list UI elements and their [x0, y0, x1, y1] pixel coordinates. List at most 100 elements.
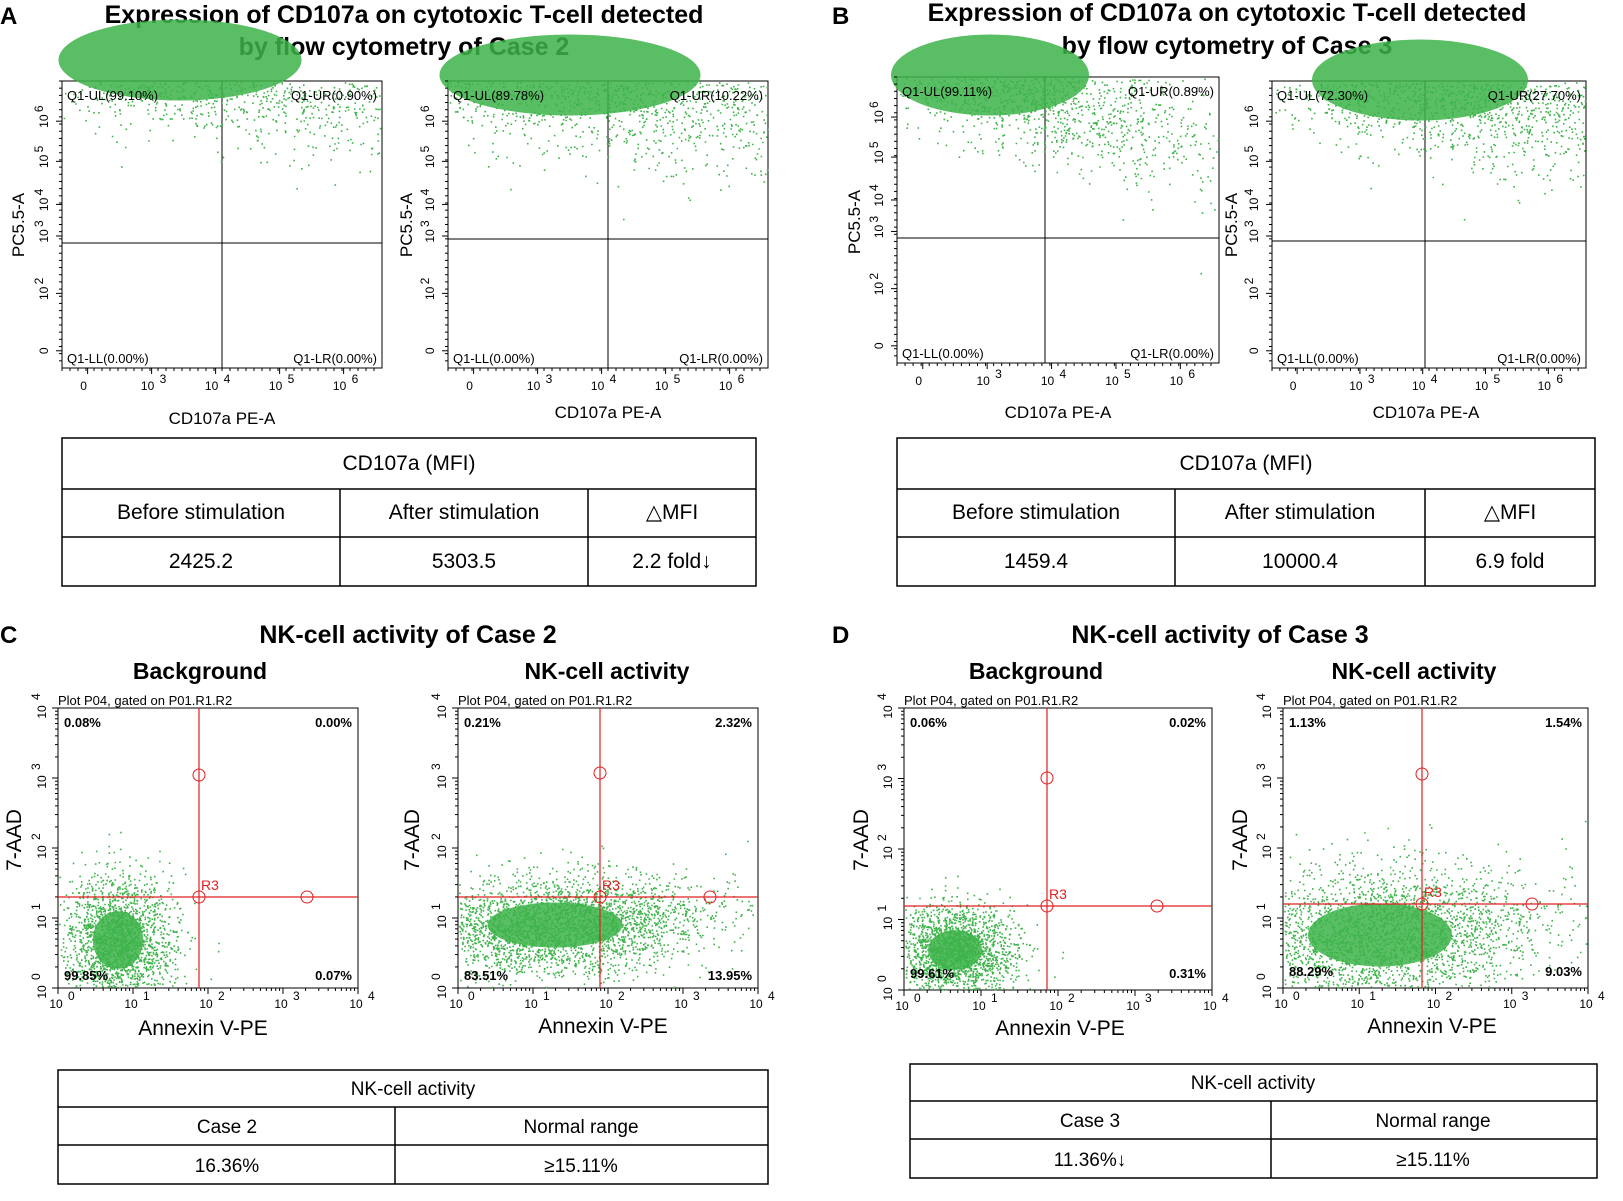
scatter-dots: [1275, 82, 1587, 221]
y-tick-exp: 2: [1242, 277, 1256, 284]
y-tick-label: 10: [1247, 154, 1261, 168]
gate-handle: [1040, 899, 1054, 913]
y-tick-exp: 4: [29, 693, 43, 700]
y-tick-label: 10: [872, 224, 886, 238]
nk-plot-d2: Plot P04, gated on P01.R1.R2 R3 1.13% 1.…: [1229, 693, 1605, 1038]
x-tick-label: 10: [1538, 379, 1552, 393]
x-axis-label: Annexin V-PE: [138, 1017, 268, 1040]
y-axis-label: 7-AAD: [850, 809, 873, 871]
y-tick-label: 10: [1260, 775, 1274, 789]
x-tick-label: 10: [1351, 997, 1365, 1011]
y-tick-label: 10: [1247, 286, 1261, 300]
quadrant-ur-label: Q1-UR(0.89%): [1128, 84, 1214, 99]
col-before-stimulation: Before stimulation: [952, 501, 1120, 524]
y-tick-exp: 2: [429, 833, 443, 840]
y-tick-exp: 6: [418, 105, 432, 112]
axis-ticks: 10 0 10 0 10 1 10 1 10 2 10 2 10 3 10 3 10 4 10 4: [429, 693, 775, 1011]
y-tick-label: 10: [423, 286, 437, 300]
y-tick-label: 10: [881, 705, 895, 719]
y-tick-exp: 0: [1254, 973, 1268, 980]
y-tick-exp: 1: [29, 903, 43, 910]
y-axis-label: PC5.5-A: [9, 192, 28, 257]
value-delta: 2.2 fold↓: [632, 550, 711, 573]
panel-b: B Expression of CD107a on cytotoxic T-ce…: [832, 0, 1596, 587]
quadrant-lr-pct: 9.03%: [1545, 964, 1582, 979]
axis-ticks: 0 10 3 10 4 10 5 10 6 0 10 2 10 3 10 4 10 5 10 6: [32, 80, 375, 393]
gate-label: R3: [201, 877, 219, 893]
x-tick-exp: 0: [468, 989, 475, 1003]
quadrant-ur-label: Q1-UR(27.70%): [1488, 88, 1581, 103]
scatter-dots: [63, 82, 382, 190]
x-tick-label: 10: [527, 379, 541, 393]
quadrant-ur-label: Q1-UR(0.90%): [291, 88, 377, 103]
value-before: 1459.4: [1004, 550, 1069, 573]
gate-label: R3: [1049, 886, 1067, 902]
x-tick-label: 10: [524, 997, 538, 1011]
y-tick-label: 10: [881, 776, 895, 790]
y-axis-label: 7-AAD: [1229, 809, 1252, 871]
x-axis-label: CD107a PE-A: [555, 403, 662, 422]
y-tick-label: 10: [37, 286, 51, 300]
panel-a: A Expression of CD107a on cytotoxic T-ce…: [0, 1, 769, 587]
x-tick-exp: 0: [68, 989, 75, 1003]
x-tick-label: 10: [141, 379, 155, 393]
y-tick-label: 10: [435, 705, 449, 719]
table-header: CD107a (MFI): [1179, 452, 1312, 475]
x-tick-label: 10: [1579, 997, 1593, 1011]
gate-handle: [1150, 899, 1164, 913]
col-delta-mfi: △MFI: [1484, 501, 1536, 524]
cd107a-plot-a2: Q1-UL(89.78%) Q1-UR(10.22%) Q1-LL(0.00%)…: [397, 34, 769, 422]
y-tick-label: 10: [35, 845, 49, 859]
x-axis-label: Annexin V-PE: [538, 1015, 668, 1038]
y-tick-exp: 5: [867, 141, 881, 148]
axis-ticks: 0 10 3 10 4 10 5 10 6 0 10 2 10 3 10 4 10 5 10 6: [867, 76, 1212, 388]
scatter-density-core: [58, 19, 302, 101]
x-axis-label: Annexin V-PE: [995, 1017, 1125, 1040]
x-tick-exp: 3: [160, 372, 167, 386]
y-tick-exp: 4: [418, 188, 432, 195]
quadrant-ur-pct: 0.00%: [315, 715, 352, 730]
quadrant-ll-pct: 88.29%: [1289, 964, 1334, 979]
x-tick-exp: 6: [1188, 367, 1195, 381]
y-tick-exp: 3: [418, 220, 432, 227]
x-tick-exp: 0: [1293, 989, 1300, 1003]
axis-ticks: 10 0 10 0 10 1 10 1 10 2 10 2 10 3 10 3 10 4 10 4: [1254, 693, 1605, 1011]
x-tick-exp: 1: [543, 989, 550, 1003]
y-tick-exp: 6: [1242, 105, 1256, 112]
cd107a-plot-b1: Q1-UL(99.11%) Q1-UR(0.89%) Q1-LL(0.00%) …: [845, 34, 1220, 422]
gate-label: R3: [602, 877, 620, 893]
y-tick-exp: 2: [418, 277, 432, 284]
table-header: NK-cell activity: [351, 1079, 476, 1100]
scatter-cloud: [1284, 820, 1588, 989]
quadrant-lr-pct: 0.31%: [1169, 966, 1206, 981]
x-tick-label: 10: [269, 379, 283, 393]
col-after-stimulation: After stimulation: [389, 501, 540, 524]
plot-title: Plot P04, gated on P01.R1.R2: [904, 693, 1078, 708]
quadrant-ur-pct: 2.32%: [715, 715, 752, 730]
x-tick-exp: 3: [693, 989, 700, 1003]
y-tick-label: 10: [872, 150, 886, 164]
col-normal-range: Normal range: [1375, 1111, 1490, 1132]
x-tick-exp: 4: [224, 372, 231, 386]
y-tick-label: 10: [435, 915, 449, 929]
x-tick-exp: 3: [1368, 372, 1375, 386]
x-tick-exp: 4: [1060, 367, 1067, 381]
panel-c-title: NK-cell activity of Case 2: [259, 621, 556, 649]
quadrant-ul-label: Q1-UL(89.78%): [453, 88, 544, 103]
quadrant-ll-pct: 83.51%: [464, 968, 509, 983]
col-case: Case 3: [1060, 1111, 1120, 1132]
y-tick-exp: 2: [32, 277, 46, 284]
gate-handle: [1040, 771, 1054, 785]
y-axis-label: PC5.5-A: [1222, 192, 1241, 257]
axis-ticks: 0 10 3 10 4 10 5 10 6 0 10 2 10 3 10 4 10 5 10 6: [418, 80, 761, 393]
x-tick-exp: 2: [218, 989, 225, 1003]
x-tick-label: 10: [719, 379, 733, 393]
x-tick-exp: 3: [1145, 991, 1152, 1005]
y-tick-exp: 6: [867, 101, 881, 108]
x-tick-label: 10: [205, 379, 219, 393]
x-tick-label: 10: [1126, 999, 1140, 1013]
x-tick-exp: 5: [674, 372, 681, 386]
x-tick-label: 10: [972, 999, 986, 1013]
y-tick-label: 10: [872, 193, 886, 207]
y-tick-exp: 2: [875, 834, 889, 841]
